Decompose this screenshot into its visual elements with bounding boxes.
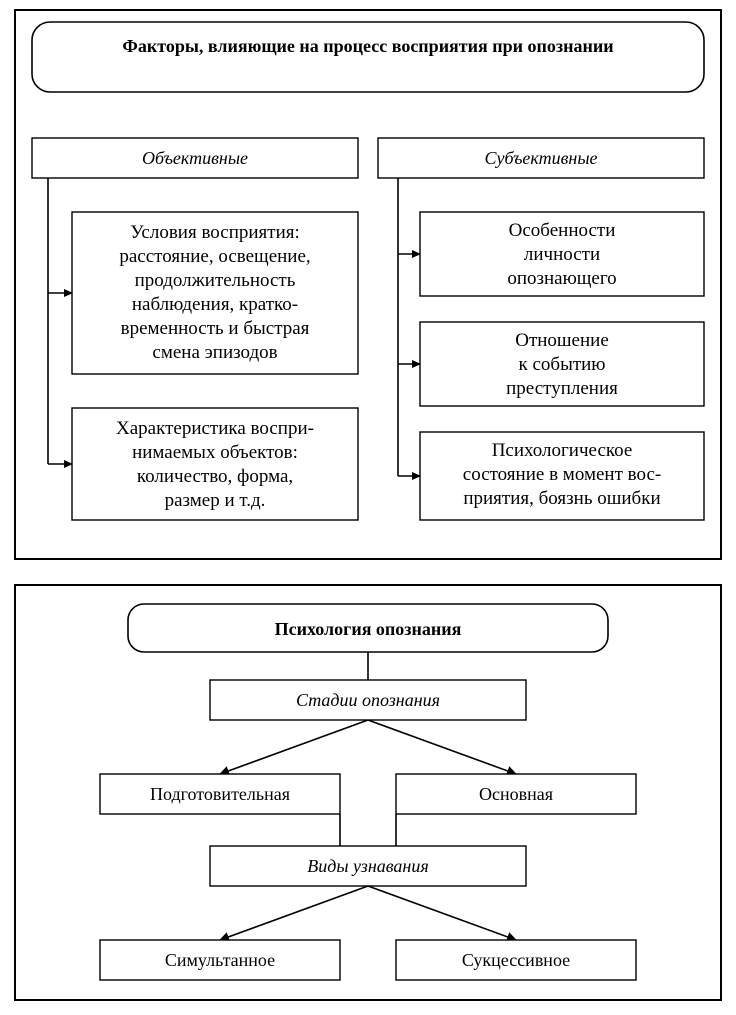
diagram-canvas: Факторы, влияющие на процесс восприятия … — [0, 0, 736, 1015]
d1-obj-box-0-line-5: смена эпизодов — [152, 342, 277, 363]
d1-subj-box-2-line-0: Психологическое — [492, 440, 633, 461]
d2-title: Психология опознания — [275, 619, 462, 639]
d1-subj-box-0-line-1: личности — [524, 244, 600, 265]
d1-title-box — [32, 22, 704, 92]
d1-subj-box-0-line-2: опознающего — [507, 268, 616, 289]
d1-subj-box-1-line-2: преступления — [506, 378, 618, 399]
d1-cat-subjective-label: Субъективные — [484, 148, 597, 168]
d2-stages-label: Стадии опознания — [296, 690, 440, 710]
d1-obj-box-1-line-3: размер и т.д. — [165, 490, 266, 511]
d1-subj-box-2-line-1: состояние в момент вос- — [463, 464, 661, 485]
d1-subj-box-2-line-2: приятия, боязнь ошибки — [463, 488, 660, 509]
d1-cat-objective-label: Объективные — [142, 148, 248, 168]
d1-obj-box-1-line-0: Характеристика воспри- — [116, 418, 314, 439]
d2-type-child-1-label: Сукцессивное — [462, 950, 570, 970]
d1-obj-box-1-line-2: количество, форма, — [137, 466, 293, 487]
d1-obj-box-0-line-4: временность и быстрая — [121, 318, 310, 339]
d2-types-label: Виды узнавания — [307, 856, 428, 876]
d1-obj-box-0-line-0: Условия восприятия: — [130, 222, 300, 243]
d1-obj-box-0-line-2: продолжительность — [135, 270, 296, 291]
d1-obj-box-0-line-1: расстояние, освещение, — [119, 246, 310, 267]
d1-subj-box-1-line-1: к событию — [518, 354, 605, 375]
d2-stage-child-0-label: Подготовительная — [150, 784, 290, 804]
d2-stage-child-1-label: Основная — [479, 784, 553, 804]
d1-title: Факторы, влияющие на процесс восприятия … — [122, 36, 613, 56]
d1-subj-box-0-line-0: Особенности — [509, 220, 616, 241]
d1-obj-box-1-line-1: нимаемых объектов: — [132, 442, 298, 463]
d1-obj-box-0-line-3: наблюдения, кратко- — [132, 294, 298, 315]
d1-subj-box-1-line-0: Отношение — [515, 330, 609, 351]
d2-type-child-0-label: Симультанное — [165, 950, 275, 970]
